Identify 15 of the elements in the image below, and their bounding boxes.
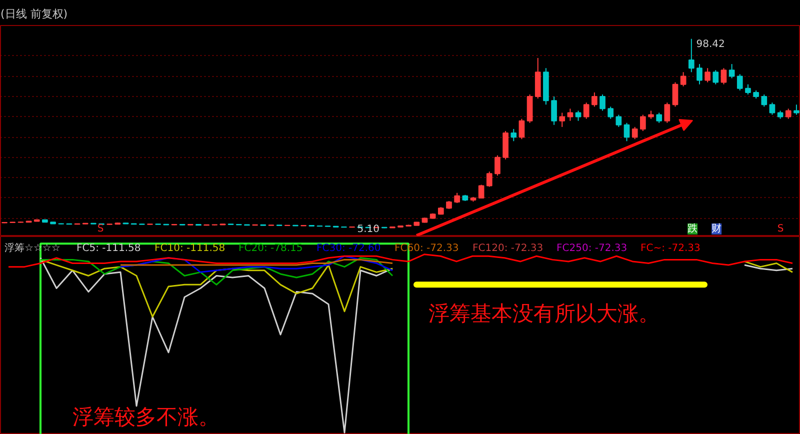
series-label: FC5: -111.58 (76, 243, 141, 254)
annotation: S (777, 223, 784, 234)
annotation: 跌 (688, 222, 698, 234)
annotation: 98.42 (696, 38, 725, 50)
legend-label: FC120: -72.33 (472, 243, 544, 254)
annotation: 财 (712, 222, 722, 234)
legend-label: FC250: -72.33 (556, 243, 628, 254)
chart-title: (日线 前复权) (0, 8, 68, 20)
series-label: FC20: -78.15 (238, 243, 303, 254)
annotation: S (97, 223, 104, 234)
series-label: FC10: -111.58 (154, 243, 226, 254)
annotation: 浮筹较多不涨。 (72, 405, 220, 430)
series-label: FC~: -72.33 (640, 243, 700, 254)
annotation: 浮筹基本没有所以大涨。 (428, 302, 660, 326)
series-label: FC30: -72.60 (316, 243, 381, 254)
